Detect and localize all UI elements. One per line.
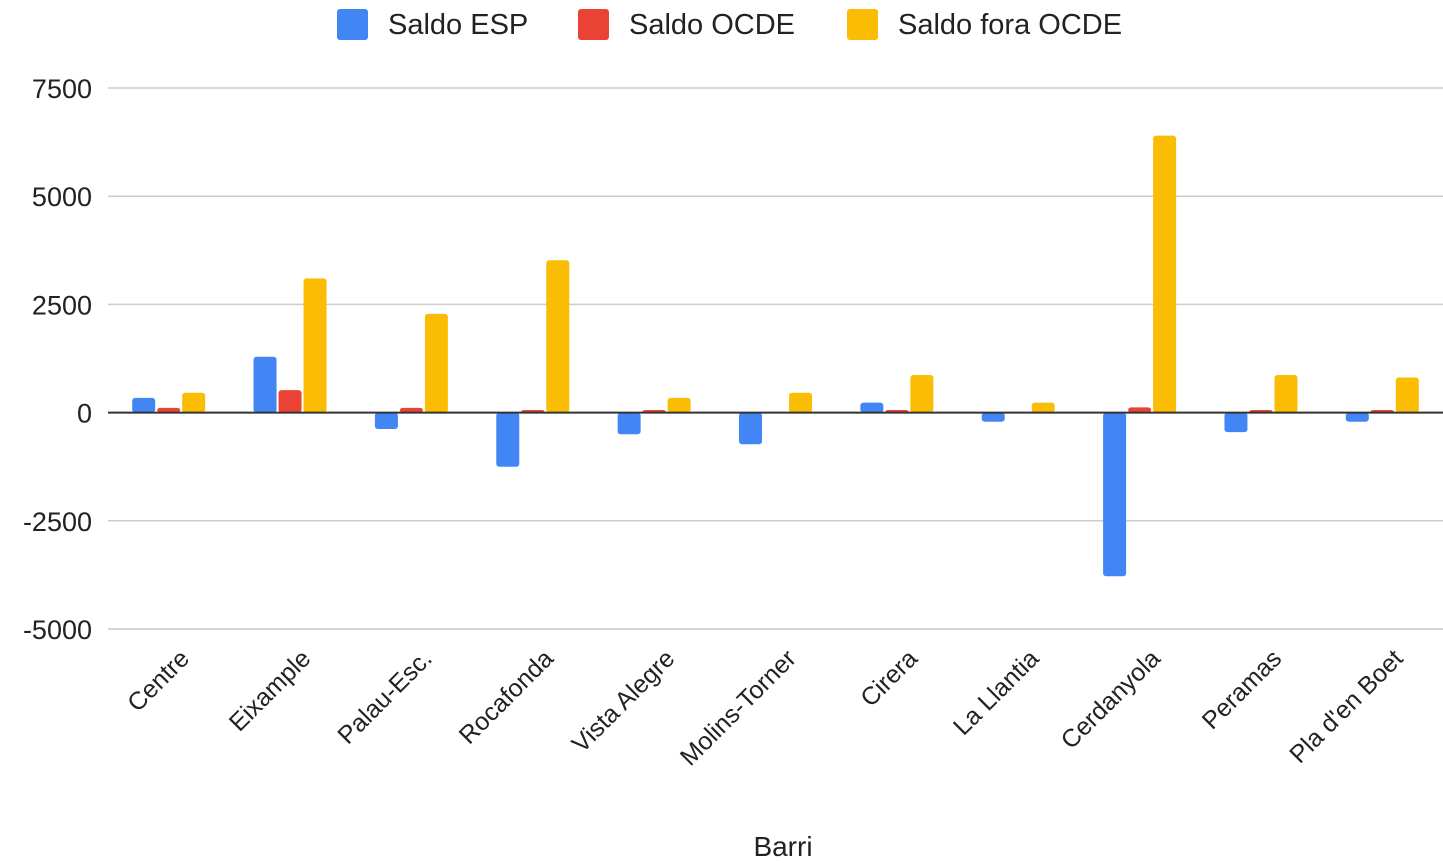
bar-saldo-esp-cirera <box>860 402 884 413</box>
category-label: Pla d'en Boet <box>1284 644 1408 768</box>
gridlines <box>108 87 1443 630</box>
category-label: Eixample <box>224 644 317 737</box>
bars <box>132 135 1419 577</box>
legend-swatch <box>578 9 609 40</box>
category-label: Peramas <box>1197 644 1288 735</box>
bar-saldo-fora-ocde-vista-alegre <box>667 397 691 413</box>
y-tick-label: 7500 <box>32 74 92 104</box>
bar-saldo-esp-cerdanyola <box>1103 412 1127 577</box>
bar-saldo-fora-ocde-centre <box>182 392 206 413</box>
bar-saldo-esp-palau-esc- <box>374 412 398 430</box>
bar-saldo-fora-ocde-la-llantia <box>1031 402 1055 413</box>
bar-saldo-ocde-palau-esc- <box>399 407 423 413</box>
bar-saldo-fora-ocde-eixample <box>303 278 327 413</box>
bar-saldo-fora-ocde-peramas <box>1274 374 1298 413</box>
bar-saldo-esp-rocafonda <box>496 412 520 467</box>
y-tick-label: -5000 <box>23 615 92 645</box>
bar-saldo-ocde-centre <box>157 407 181 413</box>
legend-swatch <box>337 9 368 40</box>
bar-saldo-ocde-cerdanyola <box>1128 407 1152 413</box>
category-label: Cerdanyola <box>1056 644 1166 754</box>
category-label: Cirera <box>855 644 923 712</box>
y-axis-tick-labels: 7500 5000 2500 0 -2500 -5000 <box>23 74 92 645</box>
bar-saldo-ocde-eixample <box>278 390 302 413</box>
x-axis-title: Barri <box>753 831 812 862</box>
y-tick-label: 0 <box>77 399 92 429</box>
bar-saldo-esp-centre <box>132 397 156 413</box>
category-label: Centre <box>122 644 195 717</box>
bar-saldo-esp-peramas <box>1224 412 1248 433</box>
x-axis-category-labels: Centre Eixample Palau-Esc. Rocafonda Vista A… <box>122 644 1409 771</box>
bar-saldo-esp-vista-alegre <box>617 412 641 435</box>
bar-saldo-fora-ocde-molins-torner <box>789 392 812 413</box>
bar-saldo-esp-pla-d-en-boet <box>1345 412 1369 422</box>
category-label: Rocafonda <box>454 644 559 749</box>
category-label: La Llantia <box>948 644 1045 741</box>
bar-saldo-esp-la-llantia <box>981 412 1005 422</box>
legend-label: Saldo OCDE <box>629 9 795 41</box>
bar-saldo-fora-ocde-cirera <box>910 374 934 413</box>
category-label: Palau-Esc. <box>332 644 437 749</box>
legend-label: Saldo fora OCDE <box>898 9 1122 41</box>
bar-saldo-esp-molins-torner <box>739 412 762 445</box>
y-tick-label: -2500 <box>23 507 92 537</box>
bar-saldo-fora-ocde-palau-esc- <box>424 313 448 413</box>
y-tick-label: 5000 <box>32 182 92 212</box>
bar-saldo-fora-ocde-cerdanyola <box>1153 135 1177 413</box>
legend-swatch <box>847 9 878 40</box>
category-label: Molins-Torner <box>675 644 802 771</box>
y-tick-label: 2500 <box>32 290 92 320</box>
bar-saldo-esp-eixample <box>253 356 277 413</box>
bar-saldo-fora-ocde-rocafonda <box>546 260 570 413</box>
legend: Saldo ESP Saldo OCDE Saldo fora OCDE <box>337 9 1122 41</box>
bar-saldo-fora-ocde-pla-d-en-boet <box>1395 377 1419 413</box>
legend-label: Saldo ESP <box>388 9 528 41</box>
category-label: Vista Alegre <box>567 644 681 758</box>
